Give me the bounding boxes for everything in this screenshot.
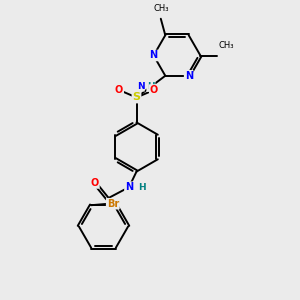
Text: N: N <box>125 182 133 192</box>
Text: O: O <box>150 85 158 95</box>
Text: Br: Br <box>107 199 119 209</box>
Text: N: N <box>137 82 144 91</box>
Text: N: N <box>149 50 158 61</box>
Text: H: H <box>147 82 155 91</box>
Text: N: N <box>184 71 193 81</box>
Text: CH₃: CH₃ <box>153 4 169 13</box>
Text: CH₃: CH₃ <box>218 41 234 50</box>
Text: O: O <box>91 178 99 188</box>
Text: H: H <box>138 183 146 192</box>
Text: O: O <box>115 85 123 95</box>
Text: S: S <box>133 92 140 103</box>
